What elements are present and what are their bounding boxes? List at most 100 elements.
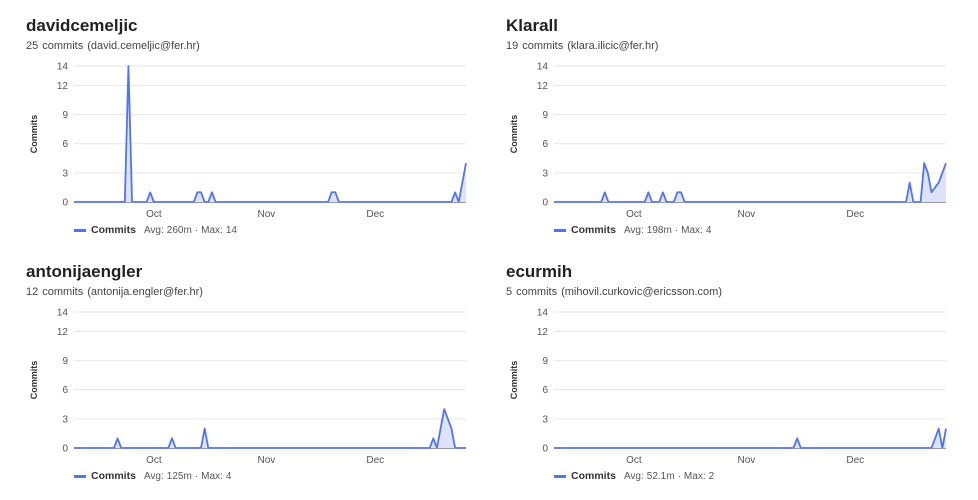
commits-chart: 0 3 6 9 12 14 Oct Nov Dec Commits bbox=[29, 308, 466, 466]
legend-series-name: Commits bbox=[571, 224, 616, 236]
contributor-name[interactable]: ecurmih bbox=[506, 262, 573, 281]
y-axis-label: Commits bbox=[29, 361, 39, 400]
commits-chart: 0 3 6 9 12 14 Oct Nov Dec Commits bbox=[509, 62, 947, 220]
commit-count: 5 bbox=[506, 286, 513, 298]
contributor-summary: 12 commits (antonija.engler@fer.hr) bbox=[26, 286, 207, 298]
y-tick-label: 3 bbox=[62, 168, 68, 179]
legend-series-name: Commits bbox=[571, 470, 616, 482]
contributor-summary: 25 commits (david.cemeljic@fer.hr) bbox=[26, 40, 204, 52]
y-tick-label: 0 bbox=[62, 444, 68, 455]
y-tick-label: 14 bbox=[57, 62, 69, 73]
legend-swatch bbox=[74, 228, 86, 232]
avg-value: 125m bbox=[166, 470, 192, 482]
avg-value: 198m bbox=[646, 224, 672, 236]
legend-swatch bbox=[554, 228, 566, 232]
max-label: Max: bbox=[681, 224, 703, 236]
contributor-email: (klara.ilicic@fer.hr) bbox=[567, 40, 659, 52]
contributor-name[interactable]: davidcemeljic bbox=[26, 16, 138, 35]
x-tick-label: Nov bbox=[737, 455, 755, 466]
x-tick-label: Oct bbox=[626, 209, 642, 220]
series-line bbox=[74, 408, 466, 449]
commit-count: 12 bbox=[26, 286, 39, 298]
series-line bbox=[554, 427, 947, 449]
stats-separator: · bbox=[674, 224, 679, 236]
x-tick-label: Oct bbox=[626, 455, 642, 466]
commit-word: commits bbox=[516, 286, 558, 298]
commit-count: 25 bbox=[26, 40, 39, 52]
max-value: 2 bbox=[708, 470, 715, 482]
y-tick-label: 12 bbox=[537, 81, 549, 92]
y-tick-label: 3 bbox=[542, 168, 548, 179]
series-line bbox=[554, 162, 947, 203]
y-axis-label: Commits bbox=[29, 115, 39, 154]
legend-stats: Avg: 260m · Max: 14 bbox=[144, 225, 240, 236]
x-tick-label: Nov bbox=[257, 209, 275, 220]
y-tick-label: 3 bbox=[542, 414, 548, 425]
x-tick-label: Dec bbox=[366, 209, 384, 220]
avg-value: 52.1m bbox=[646, 470, 675, 482]
series-area bbox=[554, 428, 946, 448]
avg-label: Avg: bbox=[623, 470, 644, 482]
y-axis-label: Commits bbox=[509, 115, 519, 154]
max-label: Max: bbox=[201, 224, 223, 236]
commit-count: 19 bbox=[506, 40, 519, 52]
x-tick-label: Oct bbox=[146, 209, 162, 220]
y-tick-label: 9 bbox=[542, 110, 548, 121]
contributor-email: (mihovil.curkovic@ericsson.com) bbox=[561, 286, 722, 298]
y-tick-label: 3 bbox=[62, 414, 68, 425]
y-tick-label: 0 bbox=[62, 198, 68, 209]
contributor-email: (david.cemeljic@fer.hr) bbox=[87, 40, 200, 52]
x-tick-label: Dec bbox=[846, 209, 864, 220]
chart-legend[interactable]: Commits Avg: 260m · Max: 14 bbox=[74, 224, 240, 236]
max-label: Max: bbox=[201, 470, 223, 482]
commits-chart: 0 3 6 9 12 14 Oct Nov Dec Commits bbox=[509, 308, 947, 466]
chart-legend[interactable]: Commits Avg: 52.1m · Max: 2 bbox=[554, 470, 717, 482]
y-tick-label: 14 bbox=[537, 308, 549, 319]
y-tick-label: 6 bbox=[542, 385, 548, 396]
legend-stats: Avg: 198m · Max: 4 bbox=[624, 225, 714, 236]
y-tick-label: 14 bbox=[537, 62, 549, 73]
y-tick-label: 9 bbox=[62, 110, 68, 121]
commit-word: commits bbox=[42, 286, 84, 298]
series-area bbox=[74, 409, 466, 448]
y-tick-label: 9 bbox=[542, 356, 548, 367]
legend-swatch bbox=[554, 474, 566, 478]
avg-value: 260m bbox=[166, 224, 192, 236]
contributor-name[interactable]: antonijaengler bbox=[26, 262, 143, 281]
contributor-name[interactable]: Klarall bbox=[506, 16, 558, 35]
series-area bbox=[554, 163, 946, 202]
avg-label: Avg: bbox=[143, 224, 164, 236]
y-tick-label: 12 bbox=[57, 81, 69, 92]
contributor-summary: 5 commits (mihovil.curkovic@ericsson.com) bbox=[506, 286, 726, 298]
legend-series-name: Commits bbox=[91, 470, 136, 482]
legend-series-name: Commits bbox=[91, 224, 136, 236]
commit-word: commits bbox=[522, 40, 564, 52]
y-tick-label: 14 bbox=[57, 308, 69, 319]
contributor-summary: 19 commits (klara.ilicic@fer.hr) bbox=[506, 40, 662, 52]
x-tick-label: Oct bbox=[146, 455, 162, 466]
legend-swatch bbox=[74, 474, 86, 478]
x-tick-label: Dec bbox=[846, 455, 864, 466]
stats-separator: · bbox=[677, 470, 681, 482]
avg-label: Avg: bbox=[623, 224, 644, 236]
commits-chart: 0 3 6 9 12 14 Oct Nov Dec Commits bbox=[29, 62, 467, 220]
y-tick-label: 12 bbox=[537, 327, 549, 338]
y-tick-label: 6 bbox=[62, 139, 68, 150]
legend-stats: Avg: 52.1m · Max: 2 bbox=[624, 471, 717, 482]
contributor-email: (antonija.engler@fer.hr) bbox=[87, 286, 203, 298]
series-line bbox=[74, 65, 467, 203]
y-tick-label: 6 bbox=[62, 385, 68, 396]
x-tick-label: Nov bbox=[737, 209, 755, 220]
stats-separator: · bbox=[194, 470, 199, 482]
contributor-panel: ecurmih 5 commits (mihovil.curkovic@ericss… bbox=[504, 260, 974, 500]
y-tick-label: 0 bbox=[542, 444, 548, 455]
y-tick-label: 6 bbox=[542, 139, 548, 150]
chart-legend[interactable]: Commits Avg: 125m · Max: 4 bbox=[74, 470, 234, 482]
x-tick-label: Nov bbox=[257, 455, 275, 466]
series-area bbox=[74, 66, 466, 202]
avg-label: Avg: bbox=[143, 470, 164, 482]
max-label: Max: bbox=[683, 470, 706, 482]
y-tick-label: 9 bbox=[62, 356, 68, 367]
max-value: 4 bbox=[225, 470, 232, 482]
chart-legend[interactable]: Commits Avg: 198m · Max: 4 bbox=[554, 224, 714, 236]
